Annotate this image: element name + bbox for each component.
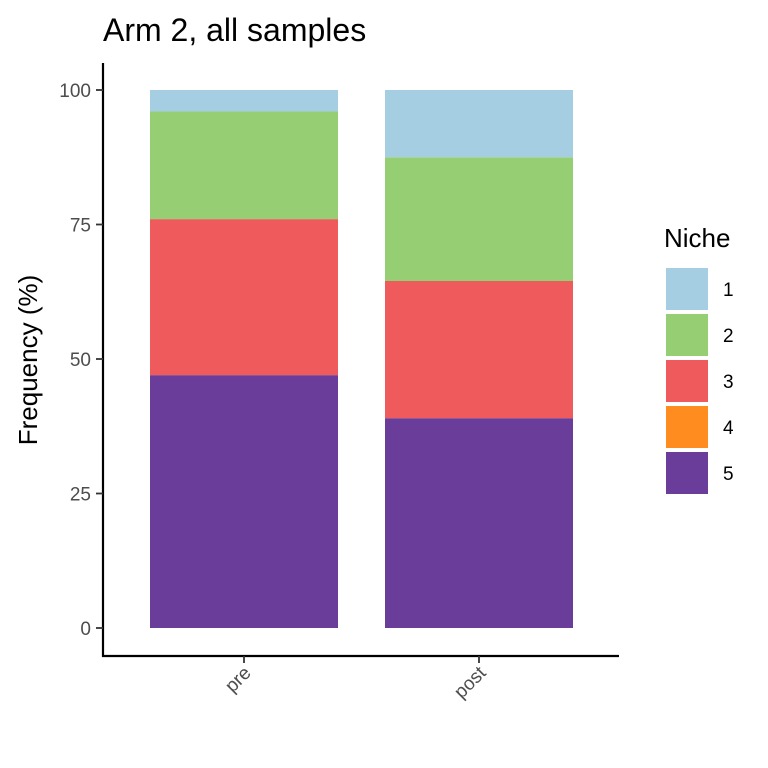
legend-label-niche-4: 4 xyxy=(723,418,734,439)
bar-post-niche-1 xyxy=(385,90,573,158)
x-tick-label-pre: pre xyxy=(221,663,255,697)
legend-label-niche-5: 5 xyxy=(723,464,734,485)
axes-group xyxy=(101,63,619,658)
legend-key-niche-3 xyxy=(666,360,708,402)
legend-key-niche-5 xyxy=(666,452,708,494)
legend-label-niche-2: 2 xyxy=(723,326,734,347)
y-ticks-group: 0 25 50 75 100 xyxy=(59,81,103,640)
x-tick-label-post: post xyxy=(450,662,491,703)
x-ticks-group: pre post xyxy=(221,656,491,703)
bar-pre-niche-2 xyxy=(150,111,338,220)
legend-title: Niche xyxy=(664,223,730,253)
bar-post-niche-5 xyxy=(385,418,573,628)
bar-pre-niche-5 xyxy=(150,375,338,628)
legend-label-niche-3: 3 xyxy=(723,372,734,393)
bar-pre-niche-1 xyxy=(150,90,338,112)
legend-key-niche-1 xyxy=(666,268,708,310)
bar-post-niche-2 xyxy=(385,157,573,281)
y-axis-title: Frequency (%) xyxy=(13,275,43,446)
y-tick-label: 25 xyxy=(70,485,91,506)
bars-group xyxy=(150,90,573,628)
chart-title: Arm 2, all samples xyxy=(103,12,366,48)
legend-key-niche-4 xyxy=(666,406,708,448)
y-tick-label: 0 xyxy=(80,619,91,640)
y-tick-label: 100 xyxy=(59,81,91,102)
legend-label-niche-1: 1 xyxy=(723,280,734,301)
y-tick-label: 50 xyxy=(70,350,91,371)
bar-post-niche-3 xyxy=(385,280,573,419)
legend: Niche 1 2 3 4 5 xyxy=(664,223,734,494)
legend-key-niche-2 xyxy=(666,314,708,356)
bar-pre-niche-3 xyxy=(150,219,338,376)
y-tick-label: 75 xyxy=(70,216,91,237)
